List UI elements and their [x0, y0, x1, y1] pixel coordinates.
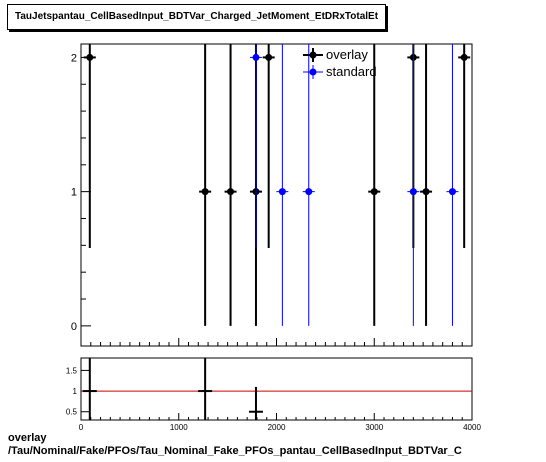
data-point-standard — [252, 53, 260, 61]
y-tick-label: 1 — [71, 187, 77, 199]
data-point-standard — [305, 188, 313, 196]
data-point-overlay — [201, 188, 209, 196]
data-point-overlay — [422, 188, 430, 196]
legend-overlay-label: overlay — [326, 47, 368, 62]
y-tick-label: 0 — [71, 321, 77, 333]
x-tick-label: 3000 — [365, 423, 383, 432]
data-point-overlay — [370, 188, 378, 196]
data-point-overlay — [86, 53, 94, 61]
x-tick-label: 2000 — [268, 423, 286, 432]
legend: overlay standard — [303, 47, 377, 79]
footer-line-2: /Tau/Nominal/Fake/PFOs/Tau_Nominal_Fake_… — [8, 445, 462, 457]
ratio-plot: 0.5 1 1.5 0 1000 2000 3000 4000 — [66, 358, 481, 432]
data-point-standard — [448, 188, 456, 196]
legend-overlay-marker — [309, 51, 317, 59]
data-point-standard — [278, 188, 286, 196]
ratio-plot-frame — [80, 357, 473, 421]
ratio-y-tick-label: 1.5 — [66, 366, 78, 375]
chart-title: TauJetspantau_CellBasedInput_BDTVar_Char… — [7, 4, 387, 30]
plot-canvas: 0 1 2 0.5 1 1.5 0 1000 2000 3000 4000 overlay sta… — [66, 43, 481, 432]
footer-line-1: overlay — [8, 432, 47, 444]
legend-standard-label: standard — [326, 64, 377, 79]
footer-path: overlay /Tau/Nominal/Fake/PFOs/Tau_Nomin… — [8, 432, 462, 458]
ratio-y-tick-label: 0.5 — [66, 408, 78, 417]
ratio-y-tick-label: 1 — [73, 387, 78, 396]
y-tick-label: 2 — [71, 52, 77, 64]
x-tick-label: 1000 — [170, 423, 188, 432]
x-tick-label: 4000 — [463, 423, 481, 432]
data-point-overlay — [265, 53, 273, 61]
data-point-overlay — [227, 188, 235, 196]
main-plot: 0 1 2 — [71, 44, 473, 346]
data-point-standard — [409, 188, 417, 196]
data-point-overlay — [460, 53, 468, 61]
legend-standard-marker — [309, 68, 317, 76]
x-tick-label: 0 — [79, 423, 84, 432]
